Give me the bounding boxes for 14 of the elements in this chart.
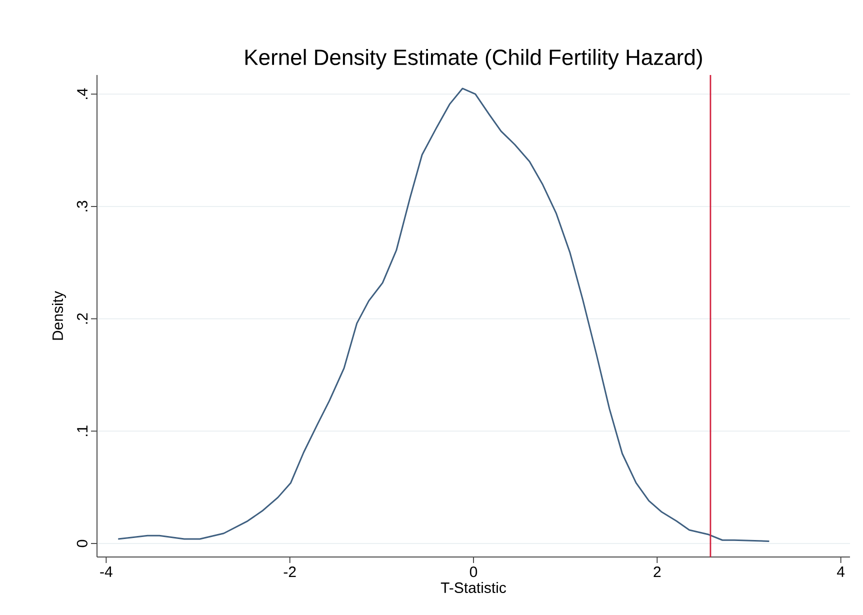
x-tick-label: 4 (836, 566, 845, 577)
x-tick-label: 2 (654, 566, 661, 577)
y-axis-title: Density (52, 291, 66, 340)
x-tick-label: 0 (470, 566, 478, 578)
line-series (117, 88, 770, 542)
y-tick-label: .4 (77, 88, 88, 99)
x-tick-label: -2 (284, 566, 296, 577)
y-tick-label: .3 (76, 200, 88, 212)
chart-title: Kernel Density Estimate (Child Fertility Hazard) (245, 48, 702, 70)
x-axis-title: T-Statistic (440, 582, 506, 594)
x-tick-label: -4 (100, 566, 112, 577)
y-tick-label: .2 (76, 313, 88, 324)
y-tick-label: .1 (77, 426, 88, 436)
y-tick-label: 0 (76, 540, 88, 548)
